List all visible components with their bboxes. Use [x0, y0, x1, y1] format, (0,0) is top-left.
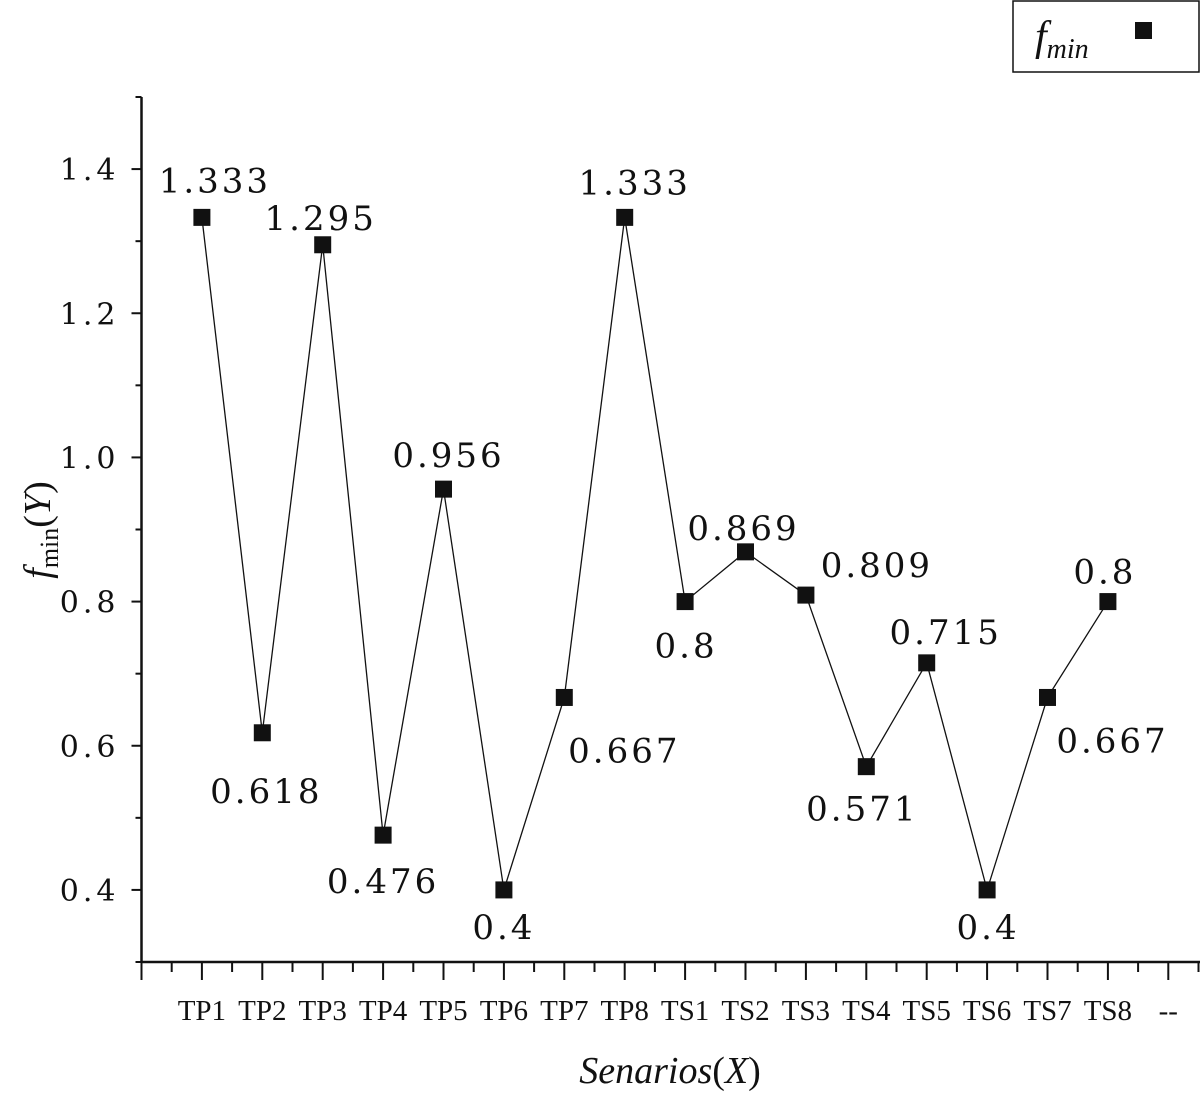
x-tick-label: TS4	[842, 995, 891, 1027]
axes: 0.4 0.6 0.8 1.0 1.2 1.4 TP1 TP2 TP3 TP4 TP5 TP6 TP7 T…	[60, 96, 1200, 1027]
x-tick-label: TS5	[903, 995, 951, 1027]
x-tick-label: TP3	[299, 995, 347, 1027]
data-label: 0.667	[568, 731, 680, 771]
x-axis-title: Senarios(X)	[579, 1050, 761, 1092]
data-label: 0.956	[392, 436, 504, 476]
data-label: 0.809	[821, 546, 933, 586]
y-tick-label: 1.2	[60, 297, 120, 332]
x-tick-label: TS3	[782, 995, 830, 1027]
data-point-marker	[1099, 593, 1117, 611]
data-label: 0.8	[1073, 553, 1136, 593]
data-point-marker	[435, 480, 452, 498]
data-point-marker	[495, 881, 513, 899]
y-tick-label: 0.8	[60, 586, 120, 621]
data-label: 1.333	[579, 163, 691, 203]
x-tick-label: TP8	[601, 995, 649, 1027]
series-f-min	[193, 208, 1117, 899]
series-line	[201, 217, 1109, 893]
x-tick-label: TP4	[359, 995, 408, 1027]
data-point-marker	[616, 208, 634, 226]
x-tick-label: TP2	[238, 995, 286, 1027]
data-point-marker	[314, 236, 332, 254]
data-point-marker	[253, 724, 271, 742]
y-tick-label: 0.4	[60, 874, 120, 909]
data-label: 0.4	[957, 908, 1020, 948]
x-tick-label: TP6	[480, 995, 528, 1027]
data-label: 0.8	[655, 627, 718, 667]
legend-label: fmin	[1035, 14, 1089, 65]
legend-marker	[1135, 22, 1152, 39]
data-point-marker	[918, 654, 936, 672]
x-tick-label: TS2	[721, 995, 769, 1027]
data-label: 0.571	[806, 790, 918, 830]
data-point-marker	[737, 543, 754, 561]
data-point-marker	[676, 593, 694, 611]
data-point-marker	[797, 586, 815, 604]
data-label: 0.667	[1056, 721, 1168, 761]
x-tick-label: TP1	[178, 995, 226, 1027]
y-tick-label: 1.0	[60, 441, 120, 476]
data-point-marker	[857, 758, 875, 776]
data-label: 0.476	[327, 862, 439, 902]
data-point-marker	[374, 826, 392, 844]
x-tick-label: TP7	[540, 995, 588, 1027]
data-label: 0.4	[472, 908, 535, 948]
data-point-marker	[193, 208, 211, 226]
data-point-marker	[555, 688, 573, 706]
y-tick-label: 1.4	[60, 153, 120, 188]
y-axis-title: fmin(Y)	[17, 481, 64, 578]
data-labels: 1.333 0.618 1.295 0.476 0.956 0.4 0.667 1.333 0.…	[159, 161, 1168, 948]
data-label: 1.333	[159, 161, 271, 201]
y-tick-label: 0.6	[60, 730, 120, 765]
legend: fmin	[1012, 0, 1200, 73]
x-tick-label: TS6	[963, 995, 1011, 1027]
data-label: 0.618	[210, 772, 322, 812]
x-tick-label: --	[1159, 995, 1178, 1027]
data-point-marker	[978, 881, 996, 899]
x-tick-label: TS7	[1023, 995, 1071, 1027]
x-tick-label: TS8	[1084, 995, 1132, 1027]
data-label: 1.295	[265, 199, 377, 239]
legend-box	[1012, 0, 1200, 73]
x-tick-label: TS1	[661, 995, 709, 1027]
data-point-marker	[1039, 688, 1056, 706]
data-label: 0.869	[687, 509, 799, 549]
x-tick-label: TP5	[419, 995, 467, 1027]
data-label: 0.715	[890, 613, 1002, 653]
